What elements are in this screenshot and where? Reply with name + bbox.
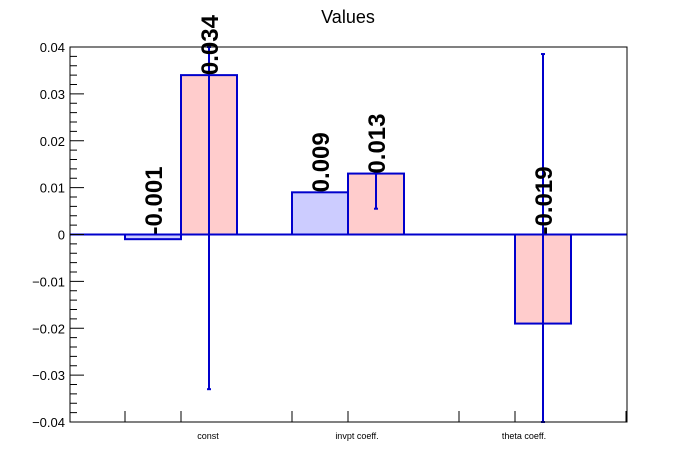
y-tick-label: −0.04: [32, 415, 65, 430]
x-category-label: const: [197, 431, 219, 441]
y-tick-label: 0.02: [40, 134, 65, 149]
data-label: -0.019: [531, 166, 558, 234]
data-label: 0.009: [308, 132, 335, 192]
chart-title: Values: [321, 7, 375, 27]
y-tick-label: 0: [58, 228, 65, 243]
y-tick-label: 0.03: [40, 87, 65, 102]
y-tick-label: −0.01: [32, 274, 65, 289]
y-tick-label: 0.04: [40, 40, 65, 55]
data-label: 0.013: [364, 114, 391, 174]
bar-a-invpt-coeff-: [291, 191, 349, 236]
x-category-label: theta coeff.: [502, 431, 546, 441]
y-tick-label: −0.03: [32, 368, 65, 383]
data-label: -0.001: [141, 166, 168, 234]
y-tick-label: −0.02: [32, 321, 65, 336]
plot-frame: [69, 46, 628, 423]
data-label: 0.034: [197, 14, 224, 75]
x-category-label: invpt coeff.: [335, 431, 378, 441]
y-tick-label: 0.01: [40, 181, 65, 196]
